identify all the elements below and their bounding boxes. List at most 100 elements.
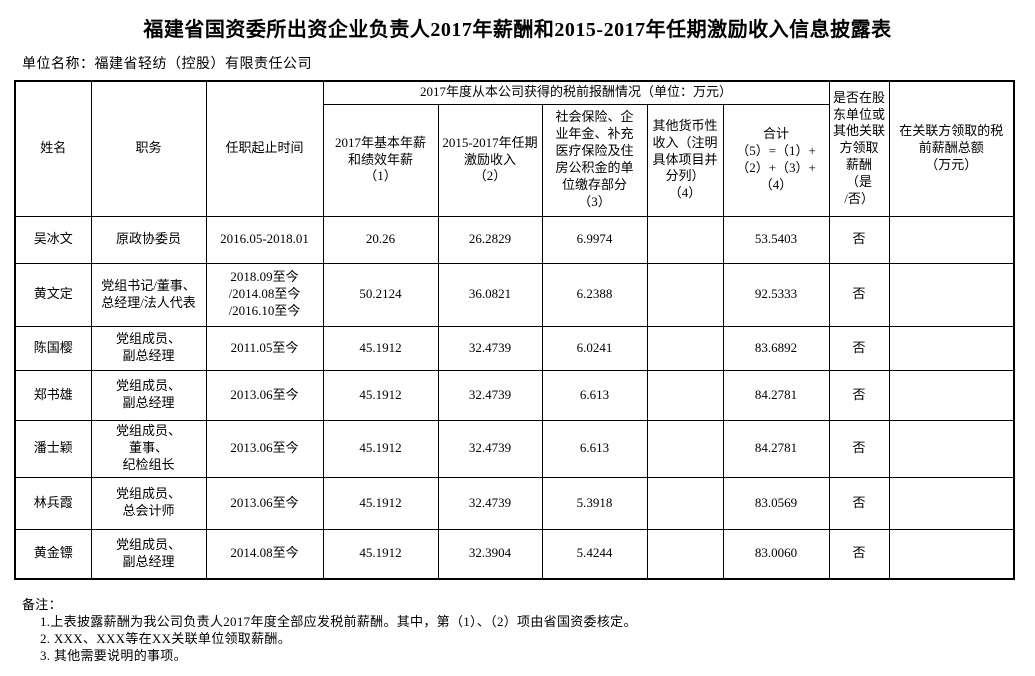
cell-total: 83.0060 [722, 528, 830, 580]
cell-total: 92.5333 [722, 262, 830, 327]
cell-total: 84.2781 [722, 419, 830, 478]
table-body: 吴冰文 原政协委员 2016.05-2018.01 20.26 26.2829 … [14, 215, 1015, 580]
table-row: 黄文定 党组书记/董事、 总经理/法人代表 2018.09至今 /2014.08… [14, 262, 1015, 327]
cell-related-party: 否 [828, 528, 890, 580]
cell-other-income [646, 262, 724, 327]
page-title: 福建省国资委所出资企业负责人2017年薪酬和2015-2017年任期激励收入信息… [143, 19, 892, 41]
cell-tenure: 2011.05至今 [205, 325, 324, 371]
cell-related-salary [888, 476, 1015, 530]
note-item: 3. 其他需要说明的事项。 [40, 648, 187, 664]
cell-tenure: 2013.06至今 [205, 369, 324, 421]
unit-name-label: 单位名称： [22, 57, 95, 72]
cell-insurance: 6.0241 [541, 325, 648, 371]
cell-insurance: 5.3918 [541, 476, 648, 530]
table-row: 潘士颖 党组成员、 董事、 纪检组长 2013.06至今 45.1912 32.… [14, 419, 1015, 478]
cell-base-salary: 45.1912 [322, 419, 439, 478]
header-sub-row: 2017年基本年薪 和绩效年薪 （1） 2015-2017年任期 激励收入 （2… [15, 103, 1014, 217]
cell-position: 党组成员、 副总经理 [90, 369, 207, 421]
cell-related-party: 否 [828, 419, 890, 478]
header-base-salary: 2017年基本年薪 和绩效年薪 （1） [322, 103, 439, 217]
cell-other-income [646, 419, 724, 478]
cell-other-income [646, 369, 724, 421]
table-row: 林兵霞 党组成员、 总会计师 2013.06至今 45.1912 32.4739… [14, 476, 1015, 530]
cell-total: 84.2781 [722, 369, 830, 421]
header-name: 姓名 [14, 80, 92, 217]
cell-related-salary [888, 369, 1015, 421]
cell-position: 原政协委员 [90, 215, 207, 264]
cell-position: 党组成员、 总会计师 [90, 476, 207, 530]
header-group-row: 姓名 职务 任职起止时间 2017年度从本公司获得的税前报酬情况（单位：万元） … [14, 80, 1015, 217]
table-row: 郑书雄 党组成员、 副总经理 2013.06至今 45.1912 32.4739… [14, 369, 1015, 421]
cell-incentive: 32.4739 [437, 325, 543, 371]
cell-other-income [646, 215, 724, 264]
note-item: 2. XXX、XXX等在XX关联单位领取薪酬。 [40, 631, 292, 647]
cell-tenure: 2013.06至今 [205, 476, 324, 530]
cell-base-salary: 45.1912 [322, 476, 439, 530]
cell-related-party: 否 [828, 215, 890, 264]
cell-other-income [646, 325, 724, 371]
cell-insurance: 6.613 [541, 369, 648, 421]
cell-incentive: 32.4739 [437, 369, 543, 421]
unit-name-line: 单位名称：福建省轻纺（控股）有限责任公司 [22, 53, 1035, 73]
cell-name: 郑书雄 [14, 369, 92, 421]
cell-related-salary [888, 325, 1015, 371]
cell-related-salary [888, 419, 1015, 478]
cell-position: 党组书记/董事、 总经理/法人代表 [90, 262, 207, 327]
cell-base-salary: 45.1912 [322, 369, 439, 421]
cell-related-party: 否 [828, 325, 890, 371]
cell-base-salary: 20.26 [322, 215, 439, 264]
salary-disclosure-table: 姓名 职务 任职起止时间 2017年度从本公司获得的税前报酬情况（单位：万元） … [14, 80, 1016, 580]
cell-other-income [646, 476, 724, 530]
cell-related-salary [888, 215, 1015, 264]
cell-position: 党组成员、 副总经理 [90, 528, 207, 580]
cell-incentive: 36.0821 [437, 262, 543, 327]
cell-insurance: 6.2388 [541, 262, 648, 327]
cell-total: 83.6892 [722, 325, 830, 371]
header-total: 合计 （5）=（1）+ （2）+（3）+ （4） [722, 103, 830, 217]
cell-incentive: 26.2829 [437, 215, 543, 264]
cell-tenure: 2014.08至今 [205, 528, 324, 580]
cell-base-salary: 45.1912 [322, 325, 439, 371]
cell-position: 党组成员、 董事、 纪检组长 [90, 419, 207, 478]
cell-related-party: 否 [828, 476, 890, 530]
notes-label: 备注： [22, 597, 62, 612]
cell-position: 党组成员、 副总经理 [90, 325, 207, 371]
note-item: 1.上表披露薪酬为我公司负责人2017年度全部应发税前薪酬。其中，第（1）、（2… [40, 614, 637, 630]
cell-related-party: 否 [828, 369, 890, 421]
cell-other-income [646, 528, 724, 580]
cell-name: 黄金镖 [14, 528, 92, 580]
header-related-salary: 在关联方领取的税 前薪酬总额 （万元） [888, 80, 1015, 217]
header-incentive: 2015-2017年任期 激励收入 （2） [437, 103, 543, 217]
cell-name: 吴冰文 [14, 215, 92, 264]
cell-related-party: 否 [828, 262, 890, 327]
cell-name: 陈国樱 [14, 325, 92, 371]
unit-name-value: 福建省轻纺（控股）有限责任公司 [94, 57, 312, 72]
header-position: 职务 [90, 80, 207, 217]
header-insurance: 社会保险、企 业年金、补充 医疗保险及住 房公积金的单 位缴存部分 （3） [541, 103, 648, 217]
cell-total: 83.0569 [722, 476, 830, 530]
cell-base-salary: 50.2124 [322, 262, 439, 327]
header-compensation-group: 2017年度从本公司获得的税前报酬情况（单位：万元） [322, 80, 830, 105]
header-related-party: 是否在股 东单位或 其他关联 方领取 薪酬 （是 /否） [828, 80, 890, 217]
table-header: 姓名 职务 任职起止时间 2017年度从本公司获得的税前报酬情况（单位：万元） … [14, 80, 1015, 217]
cell-insurance: 5.4244 [541, 528, 648, 580]
cell-name: 林兵霞 [14, 476, 92, 530]
cell-tenure: 2016.05-2018.01 [205, 215, 324, 264]
cell-name: 潘士颖 [14, 419, 92, 478]
table-row: 黄金镖 党组成员、 副总经理 2014.08至今 45.1912 32.3904… [14, 528, 1015, 580]
cell-incentive: 32.4739 [437, 419, 543, 478]
cell-incentive: 32.4739 [437, 476, 543, 530]
cell-insurance: 6.9974 [541, 215, 648, 264]
table-row: 陈国樱 党组成员、 副总经理 2011.05至今 45.1912 32.4739… [14, 325, 1015, 371]
cell-base-salary: 45.1912 [322, 528, 439, 580]
cell-related-salary [888, 528, 1015, 580]
cell-insurance: 6.613 [541, 419, 648, 478]
cell-tenure: 2013.06至今 [205, 419, 324, 478]
cell-related-salary [888, 262, 1015, 327]
notes-section: 备注： 1.上表披露薪酬为我公司负责人2017年度全部应发税前薪酬。其中，第（1… [22, 596, 1035, 665]
header-tenure: 任职起止时间 [205, 80, 324, 217]
cell-name: 黄文定 [14, 262, 92, 327]
cell-tenure: 2018.09至今 /2014.08至今 /2016.10至今 [205, 262, 324, 327]
cell-total: 53.5403 [722, 215, 830, 264]
